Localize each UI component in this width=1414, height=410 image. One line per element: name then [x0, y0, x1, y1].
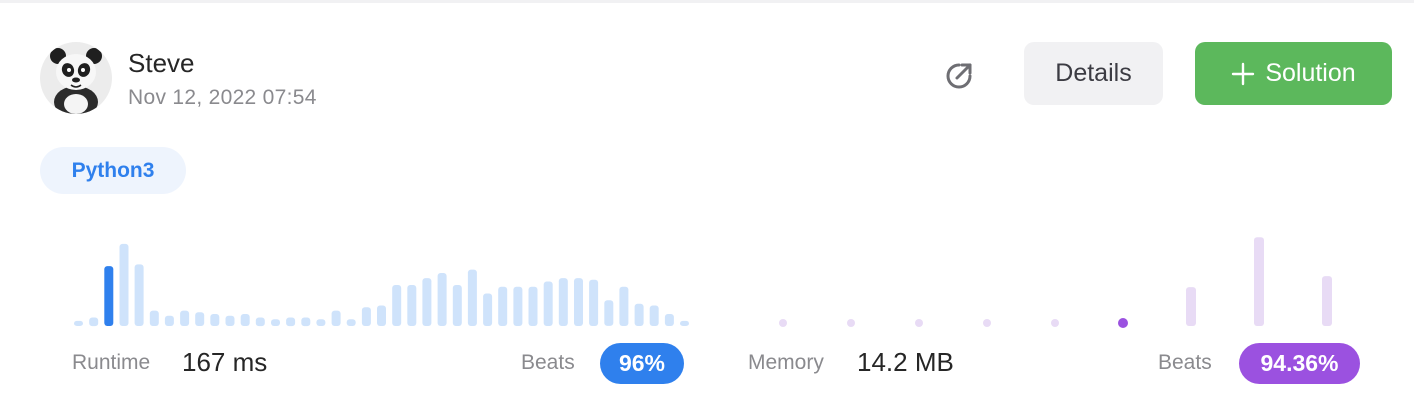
details-label: Details	[1055, 59, 1132, 87]
runtime-bar[interactable]	[437, 273, 447, 326]
runtime-bar[interactable]	[634, 303, 644, 326]
memory-label: Memory	[748, 351, 824, 374]
runtime-bar[interactable]	[316, 319, 326, 326]
runtime-bar[interactable]	[543, 281, 553, 327]
panda-avatar-icon	[40, 42, 112, 114]
runtime-bar[interactable]	[422, 278, 432, 326]
runtime-bar[interactable]	[528, 286, 538, 326]
runtime-bar[interactable]	[331, 310, 341, 326]
runtime-bar[interactable]	[240, 314, 250, 326]
memory-bar[interactable]	[1254, 237, 1264, 326]
runtime-bar[interactable]	[225, 315, 235, 326]
runtime-bar[interactable]	[301, 317, 311, 327]
runtime-bar[interactable]	[164, 315, 174, 326]
runtime-bar[interactable]	[210, 314, 220, 326]
runtime-bar[interactable]	[195, 312, 205, 326]
plus-icon	[1232, 62, 1255, 85]
top-divider	[0, 0, 1414, 3]
runtime-bar[interactable]	[483, 293, 493, 327]
runtime-bar[interactable]	[392, 285, 402, 326]
runtime-bar[interactable]	[467, 269, 477, 326]
runtime-bar[interactable]	[574, 278, 583, 326]
solution-label: Solution	[1265, 59, 1356, 87]
runtime-distribution-chart	[74, 243, 689, 327]
memory-beats-badge: 94.36%	[1239, 343, 1360, 384]
memory-bar[interactable]	[1186, 287, 1196, 326]
runtime-label: Runtime	[72, 351, 151, 374]
runtime-bar[interactable]	[180, 310, 190, 326]
share-external-icon	[946, 63, 972, 89]
runtime-bar[interactable]	[346, 319, 356, 326]
details-button[interactable]: Details	[1024, 42, 1163, 105]
memory-bar[interactable]	[1051, 319, 1059, 327]
runtime-bar[interactable]	[286, 317, 296, 327]
runtime-bar[interactable]	[513, 286, 523, 326]
runtime-beats-label: Beats	[521, 351, 575, 374]
runtime-bar[interactable]	[604, 300, 614, 326]
memory-value: 14.2 MB	[857, 347, 954, 377]
runtime-bar[interactable]	[407, 285, 417, 326]
runtime-bar[interactable]	[619, 286, 629, 326]
runtime-bar[interactable]	[134, 264, 144, 326]
memory-bar[interactable]	[983, 319, 991, 327]
runtime-bar[interactable]	[664, 314, 674, 326]
runtime-bar[interactable]	[74, 320, 83, 326]
runtime-beats-badge: 96%	[600, 343, 684, 384]
language-tag[interactable]: Python3	[40, 147, 186, 194]
memory-beats-label: Beats	[1158, 351, 1212, 374]
runtime-bar[interactable]	[558, 278, 568, 326]
runtime-bar[interactable]	[271, 319, 280, 326]
memory-bar[interactable]	[1118, 318, 1128, 328]
runtime-bar[interactable]	[498, 286, 508, 326]
runtime-bar[interactable]	[104, 266, 114, 326]
memory-bar[interactable]	[847, 319, 855, 327]
memory-bar[interactable]	[1322, 276, 1332, 326]
runtime-bar[interactable]	[119, 243, 129, 326]
memory-distribution-chart	[779, 237, 1332, 328]
language-label: Python3	[71, 158, 155, 182]
memory-bar[interactable]	[779, 319, 787, 327]
username[interactable]: Steve	[128, 48, 195, 78]
add-solution-button[interactable]: Solution	[1195, 42, 1392, 105]
user-avatar[interactable]	[40, 42, 112, 114]
runtime-bar[interactable]	[649, 305, 659, 327]
runtime-bar[interactable]	[255, 317, 265, 327]
runtime-value: 167 ms	[182, 347, 268, 377]
runtime-bar[interactable]	[452, 285, 462, 326]
runtime-bar[interactable]	[149, 310, 159, 326]
runtime-bar[interactable]	[361, 307, 371, 326]
memory-bar[interactable]	[915, 319, 923, 327]
runtime-bar[interactable]	[377, 305, 386, 327]
runtime-bar[interactable]	[589, 279, 599, 326]
share-button[interactable]	[938, 55, 980, 97]
runtime-bar[interactable]	[680, 320, 689, 326]
submission-date: Nov 12, 2022 07:54	[128, 86, 317, 109]
runtime-bar[interactable]	[89, 317, 99, 327]
